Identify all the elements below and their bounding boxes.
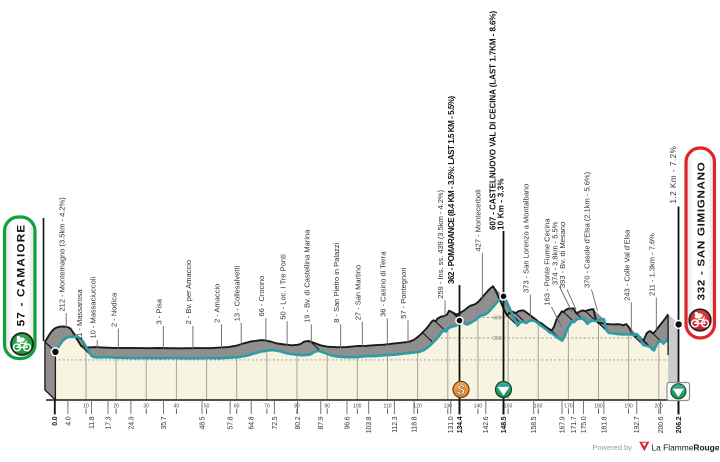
svg-text:150: 150 [504, 403, 513, 409]
svg-text:90: 90 [324, 403, 330, 409]
svg-text:148.5: 148.5 [501, 416, 508, 433]
svg-text:80.2: 80.2 [295, 416, 302, 429]
svg-text:140: 140 [474, 403, 483, 409]
svg-text:374 - 3.8km - 5.5%: 374 - 3.8km - 5.5% [551, 221, 560, 285]
svg-text:211 - 1.3km - 7.6%: 211 - 1.3km - 7.6% [648, 233, 657, 296]
svg-text:2 - Nodica: 2 - Nodica [110, 292, 119, 327]
svg-text:112.3: 112.3 [392, 416, 399, 432]
svg-text:60: 60 [234, 403, 240, 409]
svg-text:48.5: 48.5 [199, 416, 206, 429]
svg-text:2 - Amaccio: 2 - Amaccio [213, 284, 222, 323]
svg-text:10: 10 [83, 403, 89, 409]
svg-text:212 - Montemagno (3.5km - 4.2%: 212 - Montemagno (3.5km - 4.2%) [57, 197, 66, 312]
svg-text:118.8: 118.8 [411, 416, 418, 432]
svg-text:393 - Bv. di Mesano: 393 - Bv. di Mesano [558, 222, 567, 288]
svg-text:11.8: 11.8 [89, 416, 96, 429]
svg-text:57.8: 57.8 [228, 416, 235, 429]
svg-text:175.0: 175.0 [581, 416, 588, 433]
svg-text:142.6: 142.6 [483, 416, 490, 433]
svg-text:120: 120 [413, 403, 422, 409]
svg-text:1.2 Km - 7.2%: 1.2 Km - 7.2% [669, 146, 678, 204]
svg-text:La FlammeRouge: La FlammeRouge [652, 443, 720, 453]
svg-text:66 - Crocino: 66 - Crocino [257, 276, 266, 317]
svg-text:171.7: 171.7 [571, 416, 578, 433]
svg-text:Powered by: Powered by [592, 443, 632, 452]
svg-text:64.8: 64.8 [249, 416, 256, 429]
svg-text:206.2: 206.2 [676, 416, 683, 433]
svg-text:373 - San Lorenzo a Montalbano: 373 - San Lorenzo a Montalbano [522, 184, 531, 293]
svg-text:163 - Ponte Fiume Cecina: 163 - Ponte Fiume Cecina [543, 218, 552, 306]
svg-text:20: 20 [113, 403, 119, 409]
svg-text:96.6: 96.6 [344, 416, 351, 429]
svg-text:192.7: 192.7 [634, 416, 641, 433]
svg-text:72.5: 72.5 [272, 416, 279, 429]
svg-text:131.0: 131.0 [448, 416, 455, 433]
svg-text:50 - Loc. I Tre Ponti: 50 - Loc. I Tre Ponti [278, 254, 287, 320]
svg-text:190: 190 [624, 403, 633, 409]
svg-text:158.5: 158.5 [531, 416, 538, 433]
svg-text:134.4: 134.4 [457, 416, 464, 433]
svg-text:10 - Massaciuccoli: 10 - Massaciuccoli [88, 276, 97, 338]
svg-text:160: 160 [534, 403, 543, 409]
svg-text:40: 40 [174, 403, 180, 409]
svg-text:110: 110 [384, 403, 392, 409]
svg-text:50: 50 [204, 403, 210, 409]
svg-text:S: S [457, 382, 466, 397]
svg-text:24.9: 24.9 [128, 416, 135, 429]
svg-text:57 - CAMAIORE: 57 - CAMAIORE [16, 224, 28, 327]
svg-text:332 - SAN GIMIGNANO: 332 - SAN GIMIGNANO [696, 162, 707, 301]
svg-text:80: 80 [294, 403, 300, 409]
svg-text:181.8: 181.8 [601, 416, 608, 433]
svg-text:27 - San Martino: 27 - San Martino [354, 265, 363, 320]
svg-text:8 - San Pietro in Palazzi: 8 - San Pietro in Palazzi [332, 242, 341, 322]
svg-text:170: 170 [564, 403, 573, 409]
svg-text:19 - Bv. di Castellina Marina: 19 - Bv. di Castellina Marina [303, 229, 312, 323]
svg-text:17.3: 17.3 [105, 416, 112, 429]
svg-text:30: 30 [143, 403, 149, 409]
svg-text:259 - Ins. ss. 439 (3.5km - 4.: 259 - Ins. ss. 439 (3.5km - 4.2%) [436, 189, 445, 298]
svg-text:2 - Bv. per Amaccio: 2 - Bv. per Amaccio [184, 260, 193, 324]
svg-text:427 - Montecerboli: 427 - Montecerboli [474, 189, 483, 251]
svg-text:0.0: 0.0 [52, 416, 59, 426]
svg-text:200: 200 [493, 336, 502, 342]
svg-text:180: 180 [594, 403, 603, 409]
svg-text:607 - CASTELNUOVO VAL DI CECIN: 607 - CASTELNUOVO VAL DI CECINA (LAST 1.… [489, 11, 498, 230]
svg-text:370 - Casole d'Elsa (2.1km - 5: 370 - Casole d'Elsa (2.1km - 5.6%) [583, 171, 592, 288]
svg-text:11 - Massarosa: 11 - Massarosa [75, 289, 84, 341]
svg-text:243 - Colle Val d'Elsa: 243 - Colle Val d'Elsa [623, 229, 632, 301]
svg-text:13 - Collesalvetti: 13 - Collesalvetti [232, 266, 241, 322]
svg-text:87.9: 87.9 [318, 416, 325, 429]
svg-text:400: 400 [493, 316, 502, 322]
svg-text:100: 100 [353, 403, 362, 409]
svg-text:167.9: 167.9 [559, 416, 566, 433]
svg-text:103.8: 103.8 [366, 416, 373, 433]
svg-text:70: 70 [264, 403, 270, 409]
svg-text:200.6: 200.6 [658, 416, 665, 433]
svg-text:200: 200 [655, 403, 664, 409]
svg-text:57 - Pontegnori: 57 - Pontegnori [399, 267, 408, 319]
svg-text:130: 130 [444, 403, 453, 409]
svg-text:3 - Pisa: 3 - Pisa [155, 298, 164, 324]
svg-text:10 Km - 3.3%: 10 Km - 3.3% [497, 178, 506, 230]
svg-text:362 - POMARANCE (8.4 KM - 3.5%: 362 - POMARANCE (8.4 KM - 3.5%: LAST 1.5… [447, 95, 456, 284]
svg-text:35.7: 35.7 [161, 416, 168, 429]
svg-text:36 - Casino di Terra: 36 - Casino di Terra [379, 251, 388, 317]
svg-text:4.0: 4.0 [65, 416, 72, 426]
